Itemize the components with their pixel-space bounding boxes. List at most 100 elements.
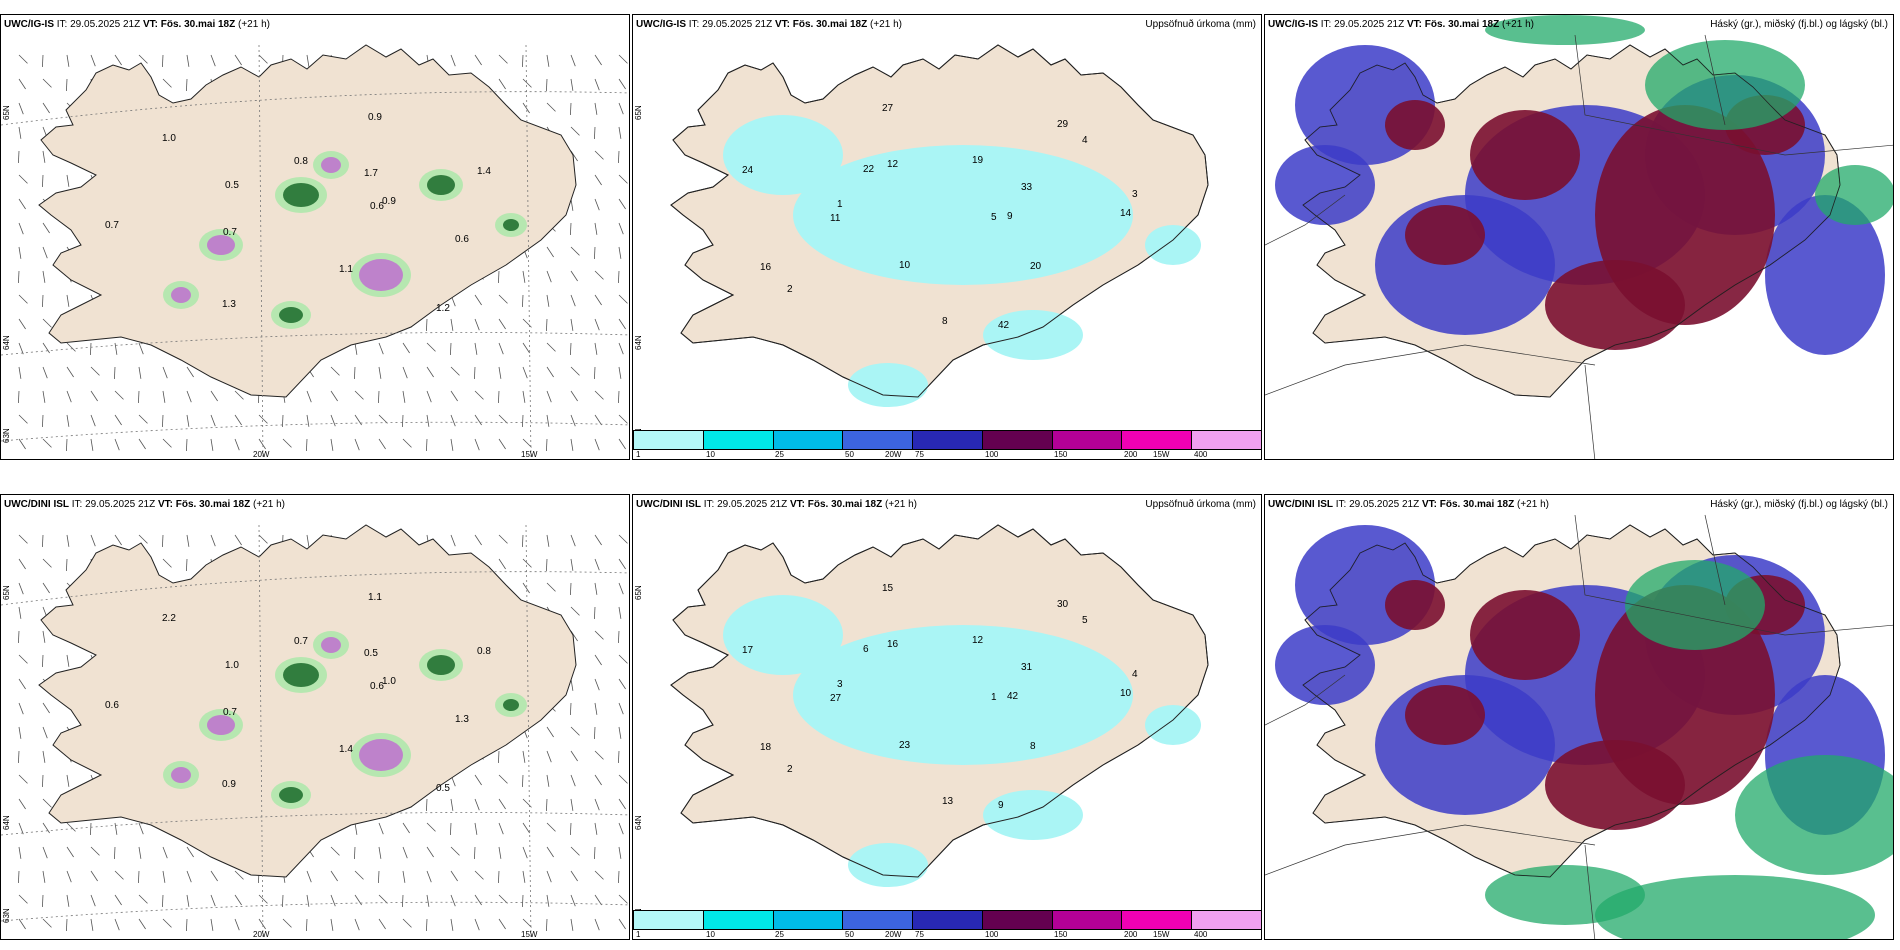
wind-barb xyxy=(330,870,338,882)
heavy-precip xyxy=(321,637,341,653)
wind-barb xyxy=(594,318,600,331)
wind-barb xyxy=(402,366,408,379)
wind-barb xyxy=(570,774,576,787)
wind-barb xyxy=(186,534,190,547)
wind-barb xyxy=(162,78,172,88)
wind-barb xyxy=(594,750,604,760)
wind-barb xyxy=(426,798,428,812)
heavy-precip xyxy=(207,715,235,735)
wind-barb xyxy=(66,870,72,883)
wind-barb xyxy=(18,318,26,330)
wind-barb xyxy=(570,534,576,547)
wind-barb xyxy=(546,798,548,812)
wind-barb xyxy=(594,822,598,835)
region-line xyxy=(1265,674,1346,726)
graticule-line xyxy=(1,571,629,606)
wind-barb xyxy=(210,438,214,451)
value-label: 0.7 xyxy=(223,707,237,718)
panel-title: UWC/IG-IS IT: 29.05.2025 21Z VT: Fös. 30… xyxy=(636,19,902,30)
colorbar xyxy=(633,430,1261,450)
wind-barb xyxy=(570,606,580,616)
wind-barb xyxy=(258,894,268,904)
wind-barb xyxy=(66,918,68,932)
value-label: 9 xyxy=(1007,211,1013,222)
lat-label: 65N xyxy=(2,585,11,600)
coastline xyxy=(670,524,1209,878)
value-label: 15 xyxy=(882,583,894,594)
wind-barb xyxy=(162,54,164,68)
mid-cloud xyxy=(1275,145,1375,225)
colorbar-tick: 75 xyxy=(915,450,924,459)
wind-barb xyxy=(594,102,598,115)
wind-barb xyxy=(186,414,190,427)
value-label: 19 xyxy=(972,155,984,166)
wind-barb xyxy=(546,78,548,92)
colorbar-tick: 50 xyxy=(845,450,854,459)
wind-barb xyxy=(114,342,118,355)
wind-barb xyxy=(162,846,168,859)
heavy-precip xyxy=(503,219,519,231)
wind-barb xyxy=(378,366,382,379)
wind-barb xyxy=(18,582,24,595)
value-label: 1.0 xyxy=(225,660,239,671)
wind-barb xyxy=(330,894,336,907)
wind-barb xyxy=(186,390,192,403)
wind-barb xyxy=(522,366,528,379)
colorbar-tick: 100 xyxy=(985,450,999,459)
high-cloud xyxy=(1385,100,1445,150)
value-label: 2 xyxy=(787,284,793,295)
wind-barb xyxy=(330,390,338,402)
wind-barb xyxy=(42,366,48,379)
colorbar-tick: 200 xyxy=(1124,930,1138,939)
wind-barb xyxy=(90,438,94,451)
wind-barb xyxy=(594,558,600,571)
wind-barb xyxy=(402,342,410,354)
wind-barb xyxy=(138,822,144,835)
precip-map: 65N64N63N20W15W5148121416192024331027911… xyxy=(634,44,1209,459)
wind-barb xyxy=(66,534,70,547)
wind-barb xyxy=(138,846,142,859)
colorbar-bin xyxy=(1121,430,1193,450)
wind-barb xyxy=(594,654,602,666)
colorbar-tick: 75 xyxy=(915,930,924,939)
heavy-precip xyxy=(359,739,403,771)
wind-barb xyxy=(42,726,48,739)
wind-barb xyxy=(282,438,292,448)
graticule-line xyxy=(525,44,532,459)
wind-barb xyxy=(618,414,628,424)
wind-barb xyxy=(474,54,482,66)
wind-barb xyxy=(18,534,28,544)
wind-barb xyxy=(18,726,22,739)
wind-barb xyxy=(594,342,598,355)
wind-barb xyxy=(258,534,268,544)
wind-barb xyxy=(546,270,552,283)
wind-barb xyxy=(546,582,556,592)
value-label: 0.5 xyxy=(364,648,378,659)
colorbar-ticks: 1 10 25 50 75 100 150 200 400 xyxy=(634,450,1261,459)
coastline xyxy=(1302,44,1841,398)
value-label: 27 xyxy=(882,103,894,114)
wind-barb xyxy=(66,54,70,67)
value-label: 16 xyxy=(760,262,772,273)
value-label: 0.5 xyxy=(225,180,239,191)
wind-barb xyxy=(594,918,600,931)
value-label: 29 xyxy=(1057,119,1069,130)
wind-barb xyxy=(522,750,526,763)
wind-barb xyxy=(546,774,550,787)
wind-barb xyxy=(594,270,604,280)
wind-barb xyxy=(522,798,532,808)
value-label: 0.9 xyxy=(368,112,382,123)
wind-barb xyxy=(450,54,456,67)
wind-barb xyxy=(594,126,596,140)
wind-barb xyxy=(594,246,596,260)
value-label: 2 xyxy=(787,764,793,775)
wind-barb xyxy=(498,534,508,544)
wind-barb xyxy=(306,390,312,403)
precip-area xyxy=(1145,705,1201,745)
wind-barb xyxy=(498,438,506,450)
wind-barb xyxy=(618,174,628,184)
wind-barb xyxy=(426,438,428,452)
wind-barb xyxy=(570,846,580,856)
heavy-precip xyxy=(359,259,403,291)
wind-barb xyxy=(18,774,28,784)
